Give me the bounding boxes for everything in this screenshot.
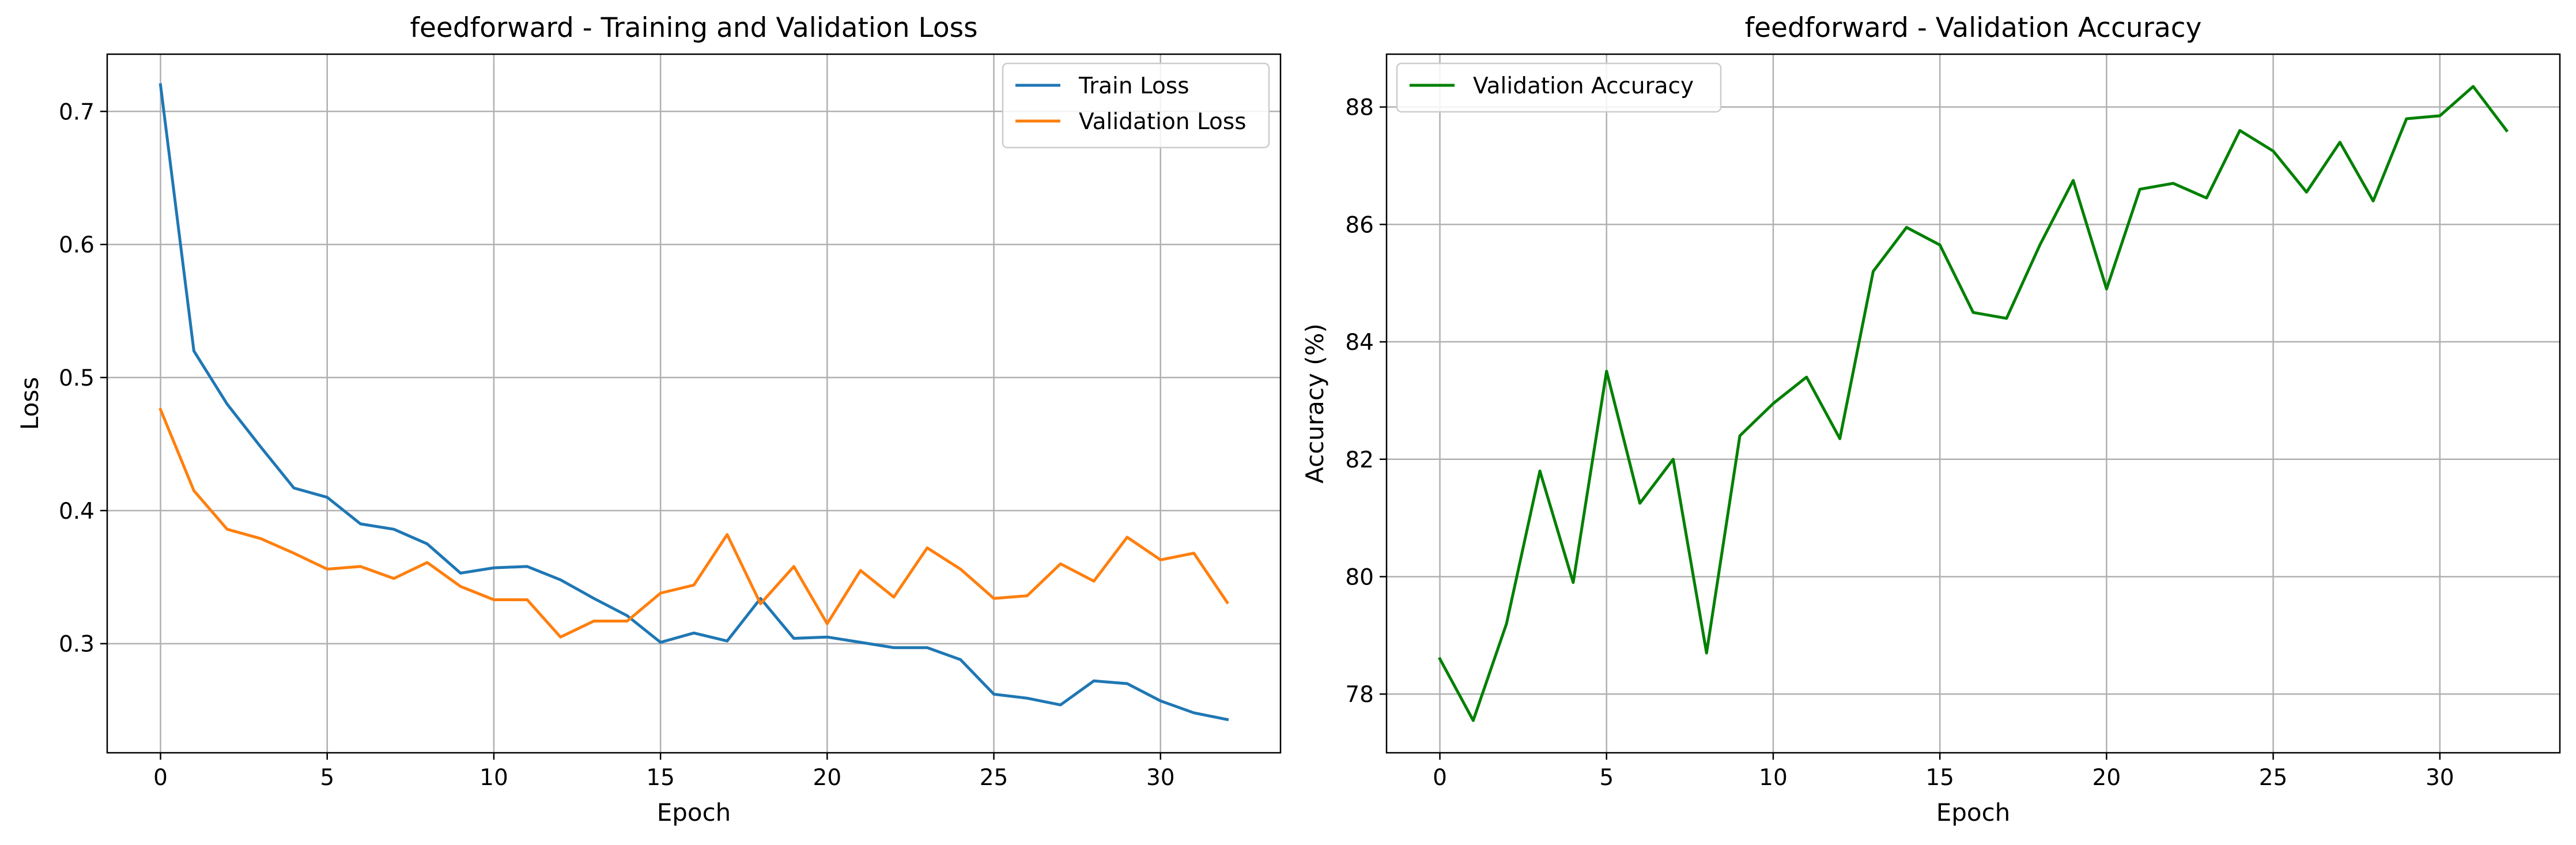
loss-series-lines (158, 83, 1229, 722)
loss-legend: Train Loss Validation Loss (1002, 62, 1270, 149)
accuracy-y-tick-label: 82 (1345, 447, 1374, 473)
loss-x-tick-label: 25 (980, 765, 1009, 791)
loss-chart: 0 5 10 15 20 25 30 0.3 0.4 0.5 0.6 0.7 feedforward… (16, 12, 1282, 827)
accuracy-y-tick-label: 78 (1345, 682, 1374, 708)
accuracy-x-tick-label: 10 (1759, 765, 1788, 791)
loss-grid (107, 54, 1281, 753)
accuracy-grid (1387, 54, 2560, 753)
series-line-validation-accuracy (1438, 85, 2509, 722)
loss-x-tick-label: 10 (479, 765, 508, 791)
accuracy-y-tick-label: 80 (1345, 564, 1374, 590)
accuracy-y-axis-label: Accuracy (%) (1301, 323, 1329, 484)
accuracy-legend-box (1396, 62, 1722, 113)
loss-y-tick-label: 0.7 (59, 99, 95, 125)
accuracy-chart: 0 5 10 15 20 25 30 78 80 82 84 86 88 feedforward - … (1301, 12, 2561, 827)
accuracy-y-ticks: 78 80 82 84 86 88 (1345, 95, 1387, 708)
legend-label-validation-accuracy: Validation Accuracy (1473, 73, 1694, 99)
series-line-train-loss (158, 83, 1229, 722)
loss-axes-frame (106, 53, 1282, 754)
accuracy-y-tick-label: 88 (1345, 95, 1374, 121)
loss-x-ticks: 0 5 10 15 20 25 30 (153, 753, 1175, 791)
accuracy-y-tick-label: 84 (1345, 330, 1374, 356)
loss-y-tick-label: 0.5 (59, 365, 95, 391)
loss-x-tick-label: 20 (813, 765, 842, 791)
loss-y-tick-label: 0.4 (59, 499, 95, 525)
accuracy-x-axis-label: Epoch (1936, 798, 2011, 827)
accuracy-x-tick-label: 30 (2426, 765, 2454, 791)
loss-x-tick-label: 5 (320, 765, 334, 791)
accuracy-y-tick-label: 86 (1345, 212, 1374, 238)
accuracy-x-tick-label: 0 (1433, 765, 1447, 791)
loss-x-tick-label: 15 (646, 765, 675, 791)
accuracy-series-lines (1438, 85, 2509, 722)
accuracy-legend: Validation Accuracy (1396, 62, 1722, 113)
loss-x-tick-label: 30 (1146, 765, 1175, 791)
accuracy-x-ticks: 0 5 10 15 20 25 30 (1433, 753, 2454, 791)
legend-label-train-loss: Train Loss (1078, 73, 1189, 99)
accuracy-x-tick-label: 20 (2092, 765, 2121, 791)
accuracy-axes-frame (1385, 53, 2561, 754)
loss-chart-title: feedforward - Training and Validation Lo… (410, 12, 977, 44)
accuracy-x-tick-label: 25 (2259, 765, 2288, 791)
accuracy-chart-title: feedforward - Validation Accuracy (1745, 12, 2202, 44)
loss-y-axis-label: Loss (16, 377, 44, 430)
accuracy-x-tick-label: 5 (1599, 765, 1614, 791)
loss-y-ticks: 0.3 0.4 0.5 0.6 0.7 (59, 99, 107, 658)
loss-x-axis-label: Epoch (657, 798, 731, 827)
loss-x-tick-label: 0 (153, 765, 168, 791)
accuracy-x-tick-label: 15 (1925, 765, 1954, 791)
loss-y-tick-label: 0.6 (59, 232, 95, 258)
loss-legend-box (1002, 62, 1270, 149)
series-line-validation-loss (158, 408, 1229, 639)
loss-y-tick-label: 0.3 (59, 632, 95, 658)
legend-label-validation-loss: Validation Loss (1079, 109, 1247, 135)
